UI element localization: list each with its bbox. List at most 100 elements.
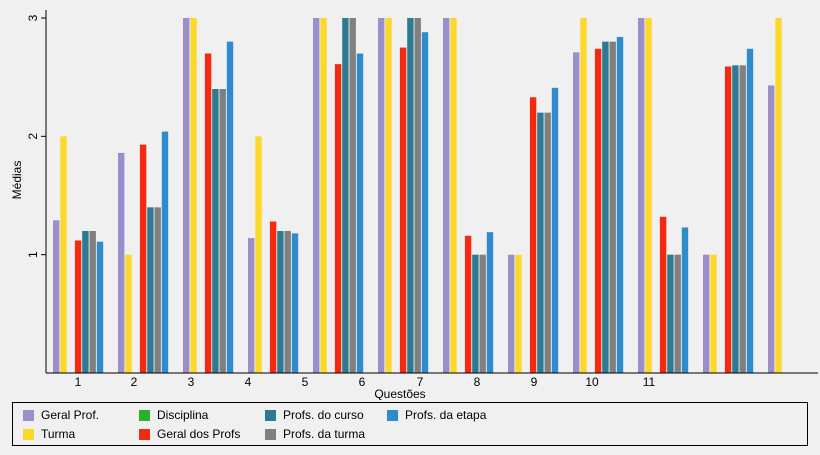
bar-profs-do-curso-q10: [667, 255, 673, 373]
y-tick-label: 2: [26, 133, 40, 140]
bar-profs-da-etapa-q2: [162, 132, 168, 373]
bar-profs-do-curso-q5: [342, 18, 348, 373]
bar-profs-da-turma-q8: [545, 113, 551, 373]
legend-label: Profs. da turma: [283, 427, 365, 441]
bar-geral-dos-profs-q5: [335, 64, 341, 373]
legend-item-geral-prof-: Geral Prof.: [23, 408, 99, 422]
bar-geral-prof--q1: [53, 220, 59, 373]
legend-label: Disciplina: [157, 408, 208, 422]
bar-turma-q2: [125, 255, 131, 373]
bar-turma-q6: [385, 18, 391, 373]
bar-profs-da-etapa-q3: [227, 42, 233, 373]
bar-turma-q11: [710, 255, 716, 373]
bar-geral-prof--q5: [313, 18, 319, 373]
bar-profs-da-turma-q1: [90, 231, 96, 373]
bar-profs-da-etapa-q6: [422, 32, 428, 373]
bar-profs-do-curso-q8: [537, 113, 543, 373]
bar-geral-dos-profs-q10: [660, 217, 666, 373]
legend-item-profs-da-turma: Profs. da turma: [265, 427, 365, 441]
bar-profs-da-turma-q7: [480, 255, 486, 373]
legend-label: Profs. do curso: [283, 408, 364, 422]
x-tick-label: 9: [531, 375, 538, 389]
bar-turma-q10: [645, 18, 651, 373]
bar-profs-da-turma-q11: [740, 65, 746, 373]
bar-profs-da-etapa-q11: [747, 49, 753, 373]
legend-label: Profs. da etapa: [405, 408, 486, 422]
bar-geral-dos-profs-q3: [205, 54, 211, 374]
chart: 1 2 3 1 2 3 4 5 6 7 8 9 10 11 Médias Questões: [0, 0, 820, 400]
legend-label: Geral dos Profs: [157, 427, 240, 441]
bar-profs-da-turma-q6: [415, 18, 421, 373]
bar-profs-da-turma-q4: [285, 231, 291, 373]
bar-profs-da-turma-q2: [155, 207, 161, 373]
bar-geral-prof--q12: [768, 85, 774, 373]
legend-swatch: [139, 429, 150, 440]
bar-geral-prof--q8: [508, 255, 514, 373]
bar-profs-da-etapa-q8: [552, 88, 558, 373]
x-tick-label: 11: [643, 375, 656, 389]
bar-profs-da-turma-q10: [675, 255, 681, 373]
bar-turma-q5: [320, 18, 326, 373]
bar-profs-da-etapa-q9: [617, 37, 623, 373]
bar-turma-q4: [255, 136, 261, 373]
x-tick-label: 5: [302, 375, 309, 389]
bar-geral-dos-profs-q8: [530, 97, 536, 373]
bar-turma-q1: [60, 136, 66, 373]
bar-turma-q8: [515, 255, 521, 373]
bar-turma-q7: [450, 18, 456, 373]
x-tick-label: 3: [188, 375, 195, 389]
x-tick-label: 2: [131, 375, 138, 389]
x-tick-label: 8: [474, 375, 481, 389]
bar-geral-prof--q4: [248, 238, 254, 373]
bar-profs-da-turma-q5: [350, 18, 356, 373]
bar-geral-dos-profs-q9: [595, 49, 601, 373]
bar-profs-do-curso-q4: [277, 231, 283, 373]
bar-profs-da-etapa-q4: [292, 233, 298, 373]
bar-profs-do-curso-q9: [602, 42, 608, 373]
bar-geral-prof--q11: [703, 255, 709, 373]
legend-item-geral-dos-profs: Geral dos Profs: [139, 427, 240, 441]
legend-item-profs-da-etapa: Profs. da etapa: [387, 408, 486, 422]
x-tick-label: 1: [75, 375, 82, 389]
bar-turma-q12: [775, 18, 781, 373]
y-ticks: 1 2 3: [26, 14, 46, 258]
x-ticks: 1 2 3 4 5 6 7 8 9 10 11: [75, 375, 656, 389]
legend: Geral Prof. Turma Disciplina Geral dos Prof…: [12, 402, 808, 446]
legend-swatch: [23, 429, 34, 440]
bar-geral-prof--q10: [638, 18, 644, 373]
legend-label: Turma: [41, 427, 75, 441]
legend-label: Geral Prof.: [41, 408, 99, 422]
bar-geral-dos-profs-q6: [400, 48, 406, 373]
bar-profs-da-turma-q9: [610, 42, 616, 373]
bar-geral-dos-profs-q2: [140, 145, 146, 373]
bar-geral-dos-profs-q7: [465, 236, 471, 373]
bar-geral-prof--q6: [378, 18, 384, 373]
chart-marks: [53, 18, 818, 373]
y-tick-label: 3: [26, 14, 40, 21]
y-axis-label: Médias: [10, 161, 24, 200]
x-tick-label: 6: [359, 375, 366, 389]
bar-profs-da-etapa-q1: [97, 242, 103, 373]
legend-item-profs-do-curso: Profs. do curso: [265, 408, 364, 422]
bar-geral-prof--q9: [573, 52, 579, 373]
bar-geral-prof--q3: [183, 18, 189, 373]
bar-profs-do-curso-q3: [212, 89, 218, 373]
legend-swatch: [23, 410, 34, 421]
bar-profs-da-etapa-q5: [357, 54, 363, 374]
legend-swatch: [139, 410, 150, 421]
legend-swatch: [387, 410, 398, 421]
bar-profs-da-etapa-q10: [682, 227, 688, 373]
legend-swatch: [265, 410, 276, 421]
bar-geral-prof--q2: [118, 153, 124, 373]
legend-item-disciplina: Disciplina: [139, 408, 208, 422]
y-tick-label: 1: [26, 251, 40, 258]
bar-profs-do-curso-q1: [82, 231, 88, 373]
bar-profs-do-curso-q7: [472, 255, 478, 373]
bar-geral-dos-profs-q11: [725, 67, 731, 373]
x-axis-label: Questões: [374, 387, 425, 400]
bar-profs-da-turma-q3: [220, 89, 226, 373]
bar-turma-q9: [580, 18, 586, 373]
bar-profs-do-curso-q6: [407, 18, 413, 373]
bar-profs-do-curso-q11: [732, 65, 738, 373]
legend-swatch: [265, 429, 276, 440]
